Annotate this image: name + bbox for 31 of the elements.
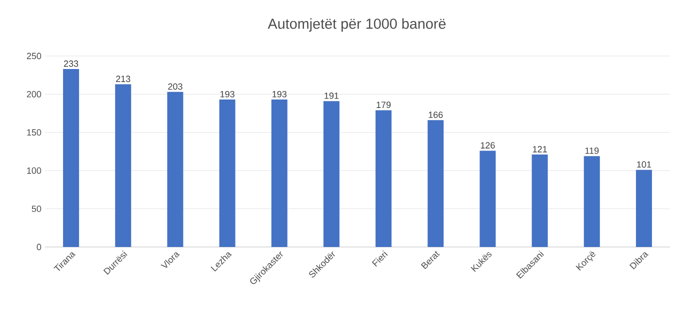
bar — [532, 154, 548, 247]
data-label: 179 — [376, 102, 391, 108]
bar — [480, 150, 496, 247]
y-tick-label: 250 — [26, 52, 42, 60]
y-tick-label: 0 — [36, 244, 42, 250]
data-label: 121 — [532, 146, 547, 152]
bar — [323, 101, 340, 247]
bar — [584, 156, 600, 247]
y-tick-label: 50 — [32, 206, 42, 212]
bar — [115, 84, 132, 247]
data-label: 193 — [220, 90, 234, 98]
bar — [63, 68, 80, 247]
bar — [428, 120, 444, 247]
data-label: 233 — [64, 60, 78, 67]
y-tick-label: 100 — [27, 167, 42, 174]
bar — [219, 100, 236, 247]
bar — [167, 92, 184, 247]
data-label: 101 — [637, 161, 652, 168]
data-label: 119 — [585, 148, 599, 154]
data-label: 126 — [480, 142, 495, 149]
y-tick-label: 200 — [26, 91, 42, 98]
chart-title: Automjetët për 1000 banorë — [268, 18, 446, 32]
bar — [271, 100, 288, 247]
data-label: 213 — [116, 76, 130, 82]
data-label: 203 — [168, 83, 182, 90]
data-label: 166 — [428, 112, 443, 118]
y-tick-label: 150 — [27, 129, 42, 136]
data-label: 191 — [324, 92, 339, 99]
bar — [636, 170, 652, 247]
bar — [376, 110, 392, 247]
data-label: 193 — [272, 90, 286, 98]
